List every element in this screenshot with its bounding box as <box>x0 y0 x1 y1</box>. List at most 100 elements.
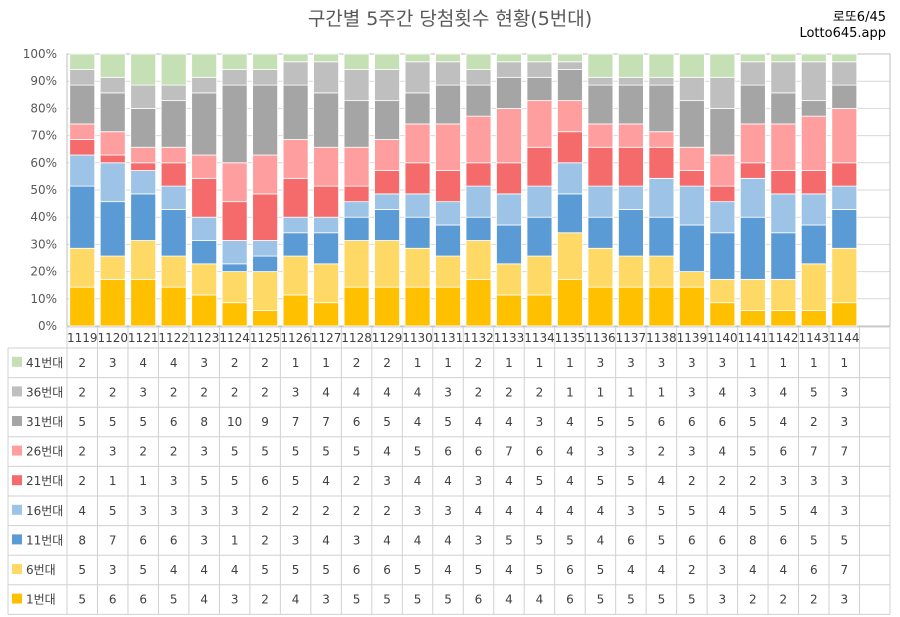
bar-segment <box>678 100 705 148</box>
data-value: 2 <box>719 474 727 488</box>
bar-segment <box>770 53 797 63</box>
data-value: 1 <box>566 356 574 370</box>
chart-title: 구간별 5주간 당첨횟수 현황(5번대) <box>307 8 593 30</box>
bar-segment <box>404 247 431 288</box>
legend-label: 31번대 <box>26 415 63 429</box>
data-value: 4 <box>444 474 452 488</box>
x-tick-label: 1136 <box>585 331 616 345</box>
bar-segment <box>831 84 858 109</box>
bar-segment <box>191 53 218 78</box>
bar-segment <box>496 76 522 109</box>
data-value: 4 <box>200 593 208 607</box>
bar-segment <box>313 232 339 265</box>
bar-segment <box>343 240 370 288</box>
data-value: 4 <box>383 533 391 547</box>
legend-label: 1번대 <box>26 593 56 607</box>
bar-segment <box>221 271 248 304</box>
bar-segment <box>526 76 553 102</box>
bar-segment <box>739 177 766 218</box>
data-value: 2 <box>170 445 178 459</box>
data-value: 6 <box>170 415 178 429</box>
data-value: 4 <box>292 593 300 607</box>
data-value: 4 <box>597 533 605 547</box>
data-value: 4 <box>170 356 178 370</box>
bar-segment <box>343 216 370 241</box>
x-tick-label: 1130 <box>402 331 433 345</box>
bar-segment <box>526 100 553 148</box>
data-value: 5 <box>566 533 574 547</box>
data-value: 4 <box>749 563 757 577</box>
x-tick-label: 1139 <box>677 331 708 345</box>
data-value: 3 <box>353 533 361 547</box>
data-value: 7 <box>292 415 300 429</box>
x-tick-label: 1142 <box>768 331 799 345</box>
bar-segment <box>343 286 370 327</box>
data-value: 4 <box>779 415 787 429</box>
x-tick-label: 1141 <box>738 331 769 345</box>
bar-segment <box>465 53 492 70</box>
data-value: 5 <box>78 415 86 429</box>
bar-segment <box>496 193 522 226</box>
bar-segment <box>252 193 279 241</box>
bar-segment <box>557 162 583 195</box>
data-value: 4 <box>566 415 574 429</box>
data-value: 4 <box>383 445 391 459</box>
data-value: 6 <box>810 563 818 577</box>
bar-segment <box>69 154 96 187</box>
bar-segment <box>496 108 522 164</box>
data-value: 3 <box>840 474 848 488</box>
bar-segment <box>587 286 614 327</box>
data-value: 2 <box>749 593 757 607</box>
x-tick-label: 1134 <box>524 331 555 345</box>
bar-segment <box>404 123 431 164</box>
y-tick-label: 10% <box>30 292 57 306</box>
x-tick-label: 1120 <box>97 331 128 345</box>
bar-segment <box>465 278 492 327</box>
data-value: 3 <box>292 385 300 399</box>
bar-segment <box>313 146 339 187</box>
bar-segment <box>252 69 279 86</box>
data-value: 3 <box>109 356 117 370</box>
bar-segment <box>221 201 248 241</box>
legend-label: 36번대 <box>26 385 63 399</box>
bar-segment <box>800 53 827 63</box>
data-value: 2 <box>353 504 361 518</box>
data-value: 5 <box>749 504 757 518</box>
data-value: 3 <box>627 445 635 459</box>
bar-segment <box>648 146 675 179</box>
bar-segment <box>313 302 339 327</box>
data-value: 8 <box>749 533 757 547</box>
bar-segment <box>99 201 126 257</box>
data-value: 4 <box>627 563 635 577</box>
bar-segment <box>69 247 96 288</box>
bar-segment <box>69 139 96 156</box>
bar-segment <box>435 84 461 125</box>
bar-segment <box>99 255 126 280</box>
data-value: 5 <box>749 415 757 429</box>
bar-segment <box>252 240 279 257</box>
bar-segment <box>648 216 675 257</box>
data-value: 4 <box>810 504 818 518</box>
bar-segment <box>374 139 400 171</box>
bar-segment <box>648 177 675 218</box>
data-value: 3 <box>414 504 422 518</box>
x-tick-label: 1127 <box>311 331 342 345</box>
bar-segment <box>831 108 858 164</box>
bar-segment <box>221 302 248 327</box>
data-value: 3 <box>383 474 391 488</box>
legend-swatch <box>12 356 22 367</box>
bar-segment <box>374 209 400 241</box>
data-value: 5 <box>383 593 391 607</box>
data-value: 5 <box>231 445 239 459</box>
bar-segment <box>160 146 187 164</box>
bar-segment <box>739 53 766 63</box>
bar-segment <box>770 61 797 94</box>
data-value: 5 <box>353 445 361 459</box>
data-value: 1 <box>109 474 117 488</box>
data-value: 2 <box>810 415 818 429</box>
legend-label: 6번대 <box>26 563 56 577</box>
data-value: 3 <box>139 385 147 399</box>
bar-segment <box>99 154 126 164</box>
bar-segment <box>130 108 157 148</box>
bar-segment <box>618 76 644 86</box>
